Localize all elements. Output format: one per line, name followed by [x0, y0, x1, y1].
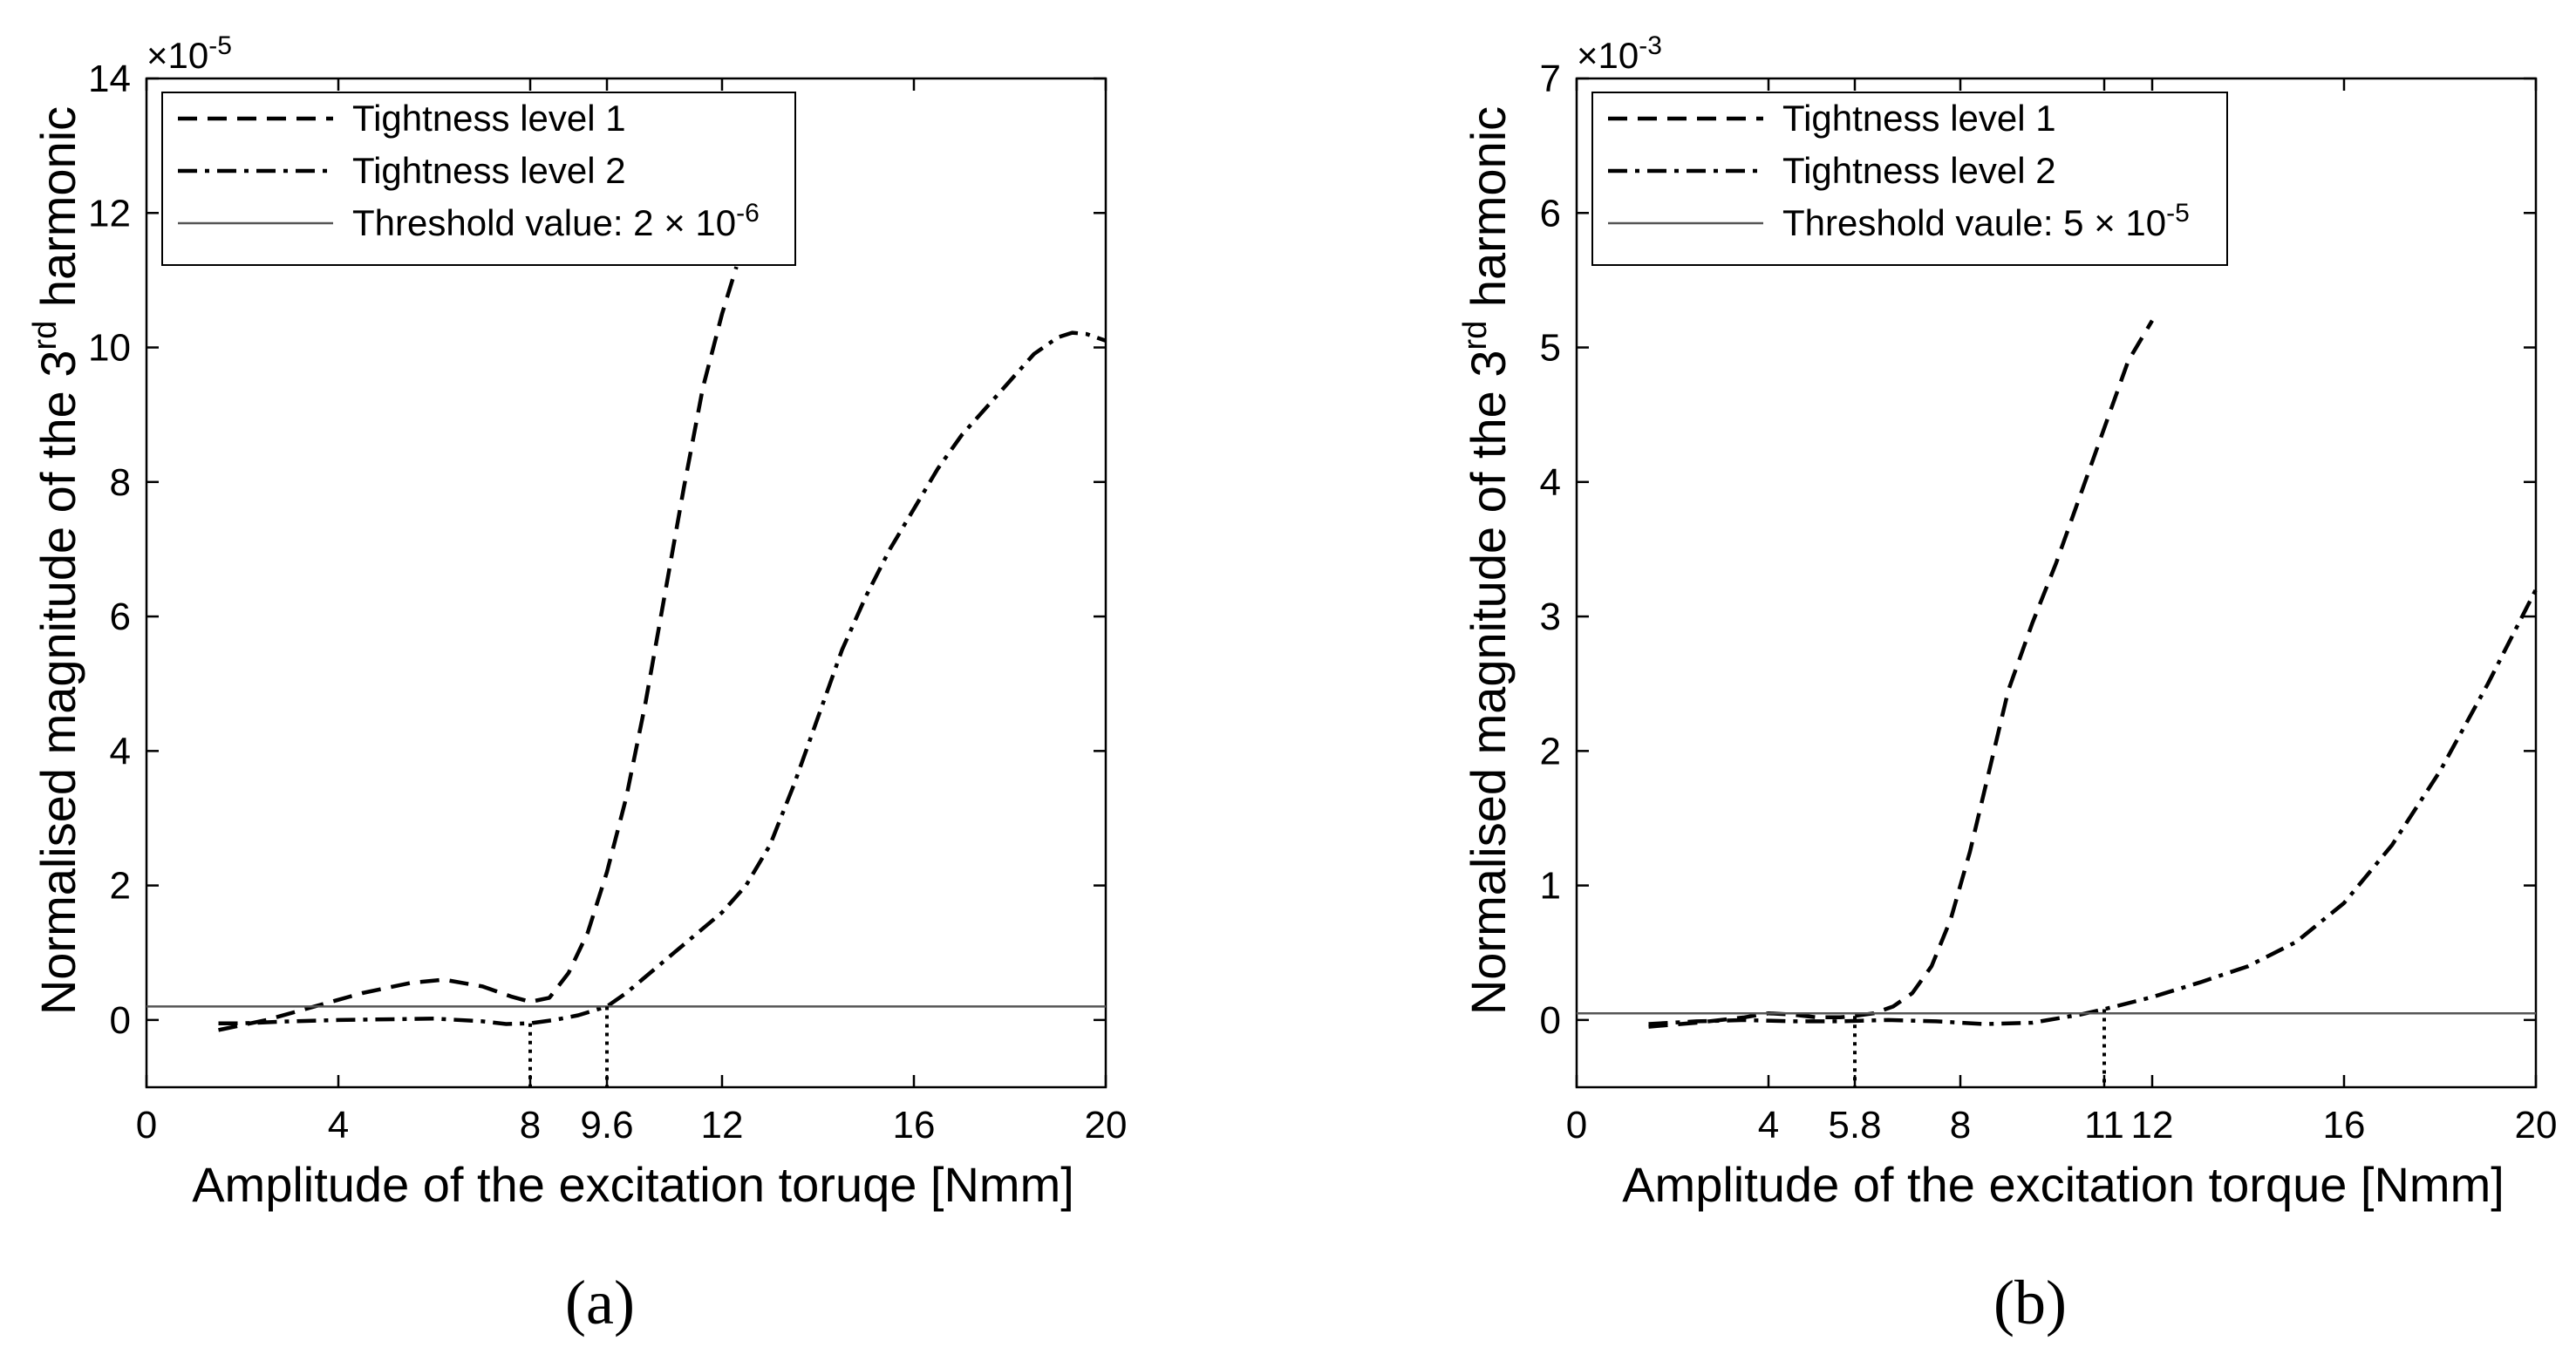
pa-legend-label-1: Tightness level 2 — [352, 150, 626, 191]
pa-ytick-label: 10 — [88, 327, 131, 370]
pb-xtick-label: 8 — [1950, 1104, 1971, 1147]
pb-ytick-label: 3 — [1540, 595, 1561, 638]
pb-ytick-label: 2 — [1540, 730, 1561, 772]
pa-xtick-label: 0 — [136, 1104, 157, 1147]
pb-series-1 — [1648, 589, 2539, 1026]
pa-legend-label-2: Threshold value: 2 × 10-6 — [352, 199, 760, 243]
pa-legend-label-0: Tightness level 1 — [352, 98, 626, 139]
pa-series-0 — [218, 266, 739, 1032]
pa-xtick-label: 4 — [328, 1104, 349, 1147]
pb-ytick-label: 6 — [1540, 192, 1561, 235]
pb-xtick-label: 20 — [2515, 1104, 2558, 1147]
pa-xtick-label: 20 — [1085, 1104, 1128, 1147]
panel-a-exponent: ×10-5 — [147, 31, 232, 76]
pb-ytick-label: 5 — [1540, 327, 1561, 370]
pb-ytick-label: 7 — [1540, 58, 1561, 100]
pb-xtick-label: 11 — [2084, 1104, 2124, 1147]
pa-ytick-label: 14 — [88, 58, 131, 100]
pb-xtick-label: 12 — [2131, 1104, 2174, 1147]
pa-xtick-label: 9.6 — [580, 1104, 633, 1147]
pa-series-1 — [218, 330, 1107, 1026]
pa-xtick-label: 12 — [701, 1104, 744, 1147]
pb-ytick-label: 4 — [1540, 461, 1561, 504]
pb-legend-label-2: Threshold vaule: 5 × 10-5 — [1782, 199, 2190, 243]
panel-a-caption: (a) — [565, 1268, 635, 1337]
pa-ytick-label: 8 — [110, 461, 131, 504]
pb-xtick-label: 4 — [1758, 1104, 1779, 1147]
pa-xtick-label: 8 — [520, 1104, 541, 1147]
pa-plot-frame — [145, 77, 1107, 1089]
pb-legend-box — [1591, 92, 2228, 266]
panel-a: 0 4 8 9.6 12 16 20 0 2 4 6 8 10 12 14 Tightness level … — [27, 31, 1127, 1337]
pa-ytick-label: 4 — [110, 730, 131, 772]
pb-plot-frame — [1575, 77, 2538, 1089]
pb-ytick-label: 0 — [1540, 999, 1561, 1042]
pb-legend-label-0: Tightness level 1 — [1782, 98, 2056, 139]
panel-b-exponent: ×10-3 — [1577, 31, 1662, 76]
panel-b-caption: (b) — [1993, 1268, 2067, 1337]
pb-legend-label-1: Tightness level 2 — [1782, 150, 2056, 191]
pa-xtick-label: 16 — [893, 1104, 936, 1147]
panel-b-xlabel: Amplitude of the excitation torque [Nmm] — [1622, 1157, 2504, 1212]
pa-ytick-label: 0 — [110, 999, 131, 1042]
panel-b-ylabel: Normalised magnitude of the 3rd harmonic — [1457, 106, 1516, 1015]
pa-ytick-label: 2 — [110, 865, 131, 908]
pb-series-0 — [1648, 319, 2154, 1029]
pa-ytick-label: 12 — [88, 192, 131, 235]
pb-xtick-label: 0 — [1566, 1104, 1587, 1147]
pa-legend-box — [161, 92, 796, 266]
pb-xtick-label: 16 — [2323, 1104, 2366, 1147]
pb-xtick-label: 5.8 — [1828, 1104, 1881, 1147]
panel-a-xlabel: Amplitude of the excitation toruqe [Nmm] — [192, 1157, 1074, 1212]
panel-a-ylabel: Normalised magnitude of the 3rd harmonic — [27, 106, 85, 1015]
pb-ytick-label: 1 — [1540, 865, 1561, 908]
pa-ytick-label: 6 — [110, 595, 131, 638]
